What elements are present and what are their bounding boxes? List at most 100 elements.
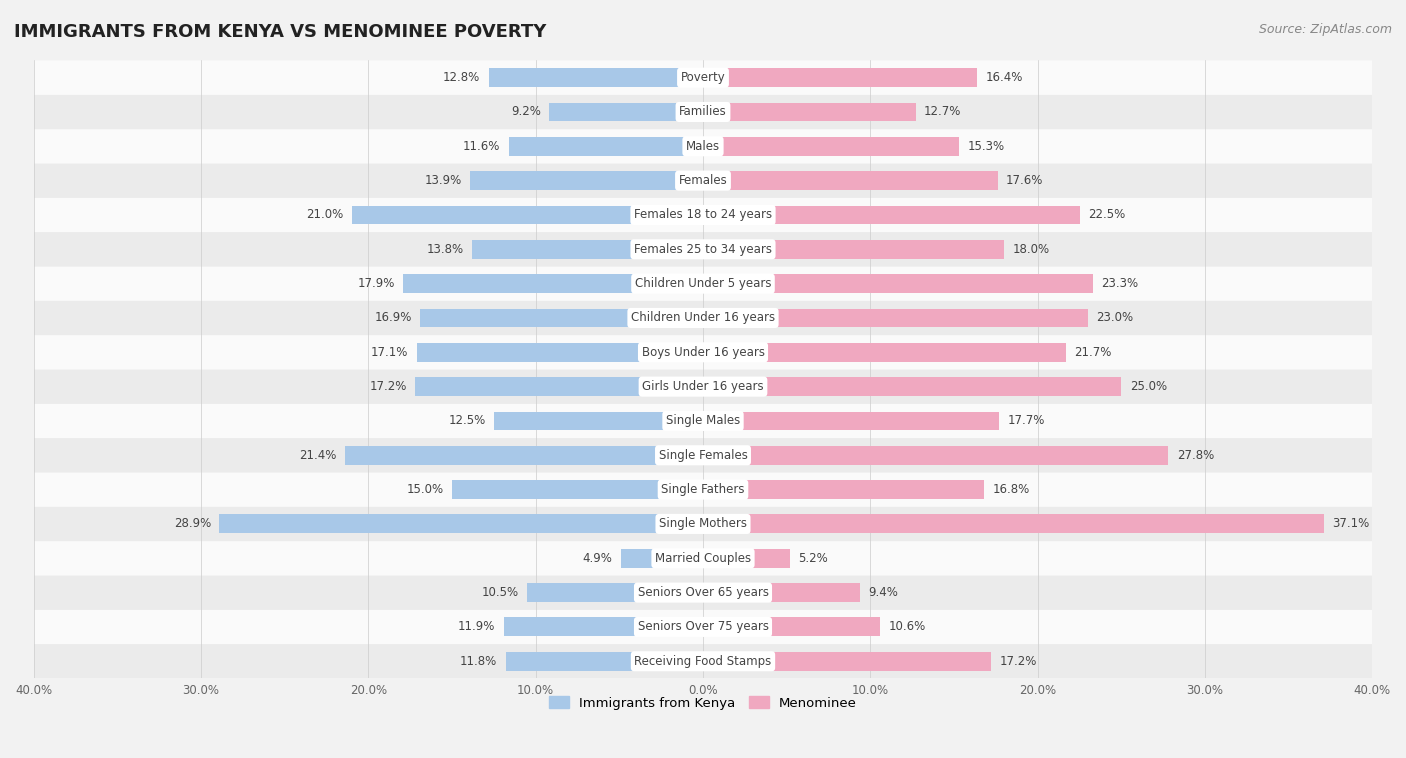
Text: Boys Under 16 years: Boys Under 16 years bbox=[641, 346, 765, 359]
FancyBboxPatch shape bbox=[34, 438, 1372, 472]
Bar bbox=[703, 583, 860, 602]
Text: 17.6%: 17.6% bbox=[1005, 174, 1043, 187]
Bar bbox=[451, 480, 703, 499]
Bar bbox=[703, 274, 1092, 293]
Text: 28.9%: 28.9% bbox=[174, 518, 211, 531]
Text: 13.8%: 13.8% bbox=[426, 243, 464, 255]
Bar bbox=[352, 205, 703, 224]
Bar bbox=[548, 102, 703, 121]
Bar bbox=[621, 549, 703, 568]
Text: 21.7%: 21.7% bbox=[1074, 346, 1112, 359]
FancyBboxPatch shape bbox=[34, 507, 1372, 541]
Bar bbox=[344, 446, 703, 465]
FancyBboxPatch shape bbox=[34, 541, 1372, 575]
Text: Females 18 to 24 years: Females 18 to 24 years bbox=[634, 208, 772, 221]
FancyBboxPatch shape bbox=[34, 404, 1372, 438]
Bar bbox=[703, 480, 984, 499]
Bar bbox=[415, 377, 703, 396]
Text: 12.5%: 12.5% bbox=[449, 415, 485, 428]
Text: 15.3%: 15.3% bbox=[967, 139, 1004, 153]
Bar bbox=[703, 171, 997, 190]
Bar bbox=[703, 412, 1000, 431]
Text: Males: Males bbox=[686, 139, 720, 153]
Text: 17.9%: 17.9% bbox=[357, 277, 395, 290]
Text: IMMIGRANTS FROM KENYA VS MENOMINEE POVERTY: IMMIGRANTS FROM KENYA VS MENOMINEE POVER… bbox=[14, 23, 547, 41]
Text: 25.0%: 25.0% bbox=[1130, 380, 1167, 393]
Text: 17.2%: 17.2% bbox=[1000, 655, 1036, 668]
Bar bbox=[703, 205, 1080, 224]
FancyBboxPatch shape bbox=[34, 232, 1372, 267]
Text: 17.7%: 17.7% bbox=[1008, 415, 1045, 428]
Text: 9.2%: 9.2% bbox=[510, 105, 541, 118]
Bar bbox=[703, 137, 959, 155]
Bar bbox=[703, 549, 790, 568]
FancyBboxPatch shape bbox=[34, 609, 1372, 644]
Text: 16.9%: 16.9% bbox=[374, 312, 412, 324]
Legend: Immigrants from Kenya, Menominee: Immigrants from Kenya, Menominee bbox=[544, 691, 862, 715]
FancyBboxPatch shape bbox=[34, 369, 1372, 404]
Text: Single Males: Single Males bbox=[666, 415, 740, 428]
Bar bbox=[503, 618, 703, 637]
Bar bbox=[506, 652, 703, 671]
FancyBboxPatch shape bbox=[34, 129, 1372, 164]
Text: Seniors Over 65 years: Seniors Over 65 years bbox=[637, 586, 769, 599]
Text: Source: ZipAtlas.com: Source: ZipAtlas.com bbox=[1258, 23, 1392, 36]
Text: 22.5%: 22.5% bbox=[1088, 208, 1125, 221]
Text: 21.0%: 21.0% bbox=[307, 208, 343, 221]
Text: 18.0%: 18.0% bbox=[1012, 243, 1050, 255]
Text: Children Under 5 years: Children Under 5 years bbox=[634, 277, 772, 290]
Bar bbox=[703, 446, 1168, 465]
Bar bbox=[509, 137, 703, 155]
Bar bbox=[494, 412, 703, 431]
Text: 23.3%: 23.3% bbox=[1101, 277, 1139, 290]
Text: 13.9%: 13.9% bbox=[425, 174, 463, 187]
FancyBboxPatch shape bbox=[34, 95, 1372, 129]
Text: Girls Under 16 years: Girls Under 16 years bbox=[643, 380, 763, 393]
Bar bbox=[703, 68, 977, 87]
Bar bbox=[703, 102, 915, 121]
Bar bbox=[416, 343, 703, 362]
Text: Seniors Over 75 years: Seniors Over 75 years bbox=[637, 621, 769, 634]
Text: Females: Females bbox=[679, 174, 727, 187]
Text: 11.6%: 11.6% bbox=[463, 139, 501, 153]
Text: 17.1%: 17.1% bbox=[371, 346, 409, 359]
Text: Children Under 16 years: Children Under 16 years bbox=[631, 312, 775, 324]
Text: Poverty: Poverty bbox=[681, 71, 725, 84]
FancyBboxPatch shape bbox=[34, 301, 1372, 335]
Bar bbox=[703, 515, 1324, 534]
Text: 16.4%: 16.4% bbox=[986, 71, 1024, 84]
Bar bbox=[527, 583, 703, 602]
Text: Females 25 to 34 years: Females 25 to 34 years bbox=[634, 243, 772, 255]
Text: 37.1%: 37.1% bbox=[1333, 518, 1369, 531]
Text: 23.0%: 23.0% bbox=[1097, 312, 1133, 324]
Text: 10.5%: 10.5% bbox=[482, 586, 519, 599]
FancyBboxPatch shape bbox=[34, 644, 1372, 678]
Bar bbox=[404, 274, 703, 293]
Bar bbox=[472, 240, 703, 258]
Bar bbox=[420, 309, 703, 327]
Bar bbox=[703, 343, 1066, 362]
Text: 9.4%: 9.4% bbox=[869, 586, 898, 599]
Text: Single Fathers: Single Fathers bbox=[661, 483, 745, 496]
Bar bbox=[703, 240, 1004, 258]
Text: 15.0%: 15.0% bbox=[406, 483, 443, 496]
Text: 5.2%: 5.2% bbox=[799, 552, 828, 565]
Text: 12.7%: 12.7% bbox=[924, 105, 962, 118]
FancyBboxPatch shape bbox=[34, 575, 1372, 609]
FancyBboxPatch shape bbox=[34, 267, 1372, 301]
FancyBboxPatch shape bbox=[34, 164, 1372, 198]
Bar bbox=[703, 377, 1122, 396]
Bar bbox=[703, 618, 880, 637]
Text: 27.8%: 27.8% bbox=[1177, 449, 1213, 462]
Bar bbox=[703, 309, 1088, 327]
Text: Married Couples: Married Couples bbox=[655, 552, 751, 565]
Text: 17.2%: 17.2% bbox=[370, 380, 406, 393]
Text: 11.8%: 11.8% bbox=[460, 655, 498, 668]
Text: Receiving Food Stamps: Receiving Food Stamps bbox=[634, 655, 772, 668]
Bar bbox=[471, 171, 703, 190]
Text: Families: Families bbox=[679, 105, 727, 118]
Text: 21.4%: 21.4% bbox=[299, 449, 336, 462]
FancyBboxPatch shape bbox=[34, 335, 1372, 369]
FancyBboxPatch shape bbox=[34, 472, 1372, 507]
FancyBboxPatch shape bbox=[34, 198, 1372, 232]
